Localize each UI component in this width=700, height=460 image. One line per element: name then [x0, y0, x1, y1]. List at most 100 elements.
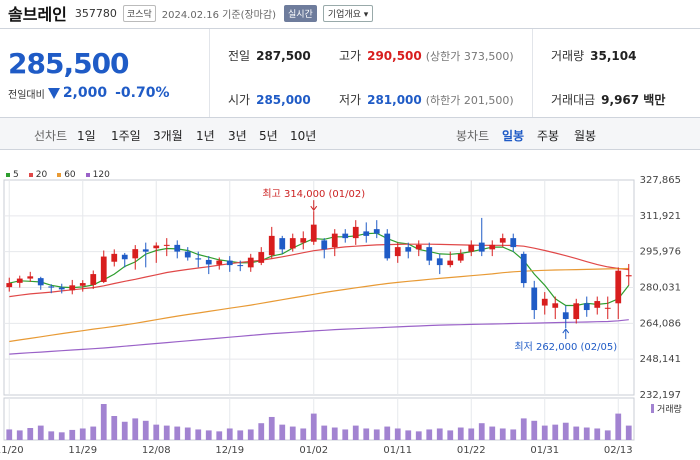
tab-daily[interactable]: 일봉 [502, 129, 525, 143]
candle-body [174, 244, 181, 252]
date-text: 2024.02.16 기준(장마감) [161, 9, 276, 21]
volume-bar [268, 416, 275, 440]
stock-name: 솔브레인 [8, 5, 67, 24]
legend-item-ma5: 5 [6, 170, 19, 180]
tab-period-1d[interactable]: 1일 [77, 129, 96, 143]
volume-legend-label: 거래량 [657, 405, 682, 415]
volume-plot-frame [3, 397, 635, 441]
x-tick-label: 01/02 [299, 445, 328, 456]
candle-body [90, 274, 97, 285]
x-tick-label: 11/20 [0, 445, 24, 456]
volume-bar [16, 430, 23, 440]
market-badge: 코스닥 [122, 4, 156, 22]
candle-body [436, 258, 443, 266]
candle-body [37, 278, 44, 286]
candle-body [79, 283, 86, 286]
volume-bar [531, 420, 538, 440]
volume-bar [226, 428, 233, 440]
volume-bar [373, 429, 380, 440]
volume-bar [415, 431, 422, 440]
volume-bar [48, 431, 55, 440]
volume-bar [258, 423, 265, 440]
realtime-button[interactable]: 실시간 [283, 4, 317, 22]
candle-body [415, 244, 422, 250]
candle-body [16, 278, 23, 283]
candle-body [426, 247, 433, 261]
candle-body [195, 258, 202, 260]
candle-body [300, 238, 307, 243]
volume-bar [279, 424, 286, 440]
legend-swatch [57, 173, 62, 177]
volume-legend: 거래량 [651, 402, 682, 415]
volume-bar [478, 423, 485, 440]
y-tick-label: 264,086 [640, 318, 681, 329]
volume-bar [552, 424, 559, 440]
volume-bar [615, 413, 622, 440]
legend-item-ma60: 60 [57, 170, 76, 180]
volume-bar [321, 425, 328, 440]
candle-body [331, 233, 338, 248]
tab-period-3y[interactable]: 3년 [228, 129, 247, 143]
company-info-dropdown[interactable]: 기업개요 ▾ [322, 4, 374, 22]
candle-body [604, 307, 611, 309]
chart-tabs: 선차트 1일 1주일 3개월 1년 3년 5년 10년 봉차트 일봉 주봉 월봉 [0, 118, 700, 150]
volume-bar [384, 426, 391, 440]
candle-body [394, 247, 401, 257]
volume-bar [310, 413, 317, 440]
y-tick-label: 280,031 [640, 283, 681, 294]
volume-bar [111, 416, 118, 440]
volume-bar [625, 425, 632, 440]
tab-period-3m[interactable]: 3개월 [153, 129, 183, 143]
candle-body [153, 245, 160, 249]
volume-bar [363, 428, 370, 440]
candle-body [457, 253, 464, 261]
candle-body [510, 238, 517, 248]
current-price: 285,500 [8, 47, 130, 80]
candle-body [69, 285, 76, 291]
volume-bar [300, 428, 307, 440]
volume-bar [352, 425, 359, 440]
stock-header: 솔브레인 357780 코스닥 2024.02.16 기준(장마감) 실시간 기… [0, 0, 700, 26]
volume-bar [573, 426, 580, 440]
volume-bar [457, 427, 464, 440]
candle-body [541, 298, 548, 306]
candle-body [625, 275, 632, 277]
candle-body [27, 276, 34, 279]
volume-bar [174, 426, 181, 440]
volume-bar [342, 429, 349, 440]
tab-period-1w[interactable]: 1주일 [111, 129, 141, 143]
candle-body [268, 235, 275, 256]
candle-body [184, 251, 191, 258]
volume-bar [594, 428, 601, 440]
candle-body [142, 249, 149, 252]
volume-bar [6, 429, 13, 440]
candle-body [583, 303, 590, 311]
volume-bar [163, 425, 170, 440]
tab-period-10y[interactable]: 10년 [290, 129, 317, 143]
candle-body [258, 252, 265, 263]
volume-bar [69, 429, 76, 440]
tab-period-5y[interactable]: 5년 [259, 129, 278, 143]
price-change: 전일대비 2,000 -0.70% [8, 85, 170, 101]
candle-body [373, 229, 380, 234]
tab-line-chart[interactable]: 선차트 [34, 129, 68, 143]
tab-monthly[interactable]: 월봉 [574, 129, 597, 143]
y-tick-label: 311,921 [640, 211, 681, 222]
volume-bar [237, 430, 244, 440]
tab-weekly[interactable]: 주봉 [537, 129, 560, 143]
volume-bar [468, 428, 475, 440]
candle-body [163, 244, 170, 246]
tab-period-1y[interactable]: 1년 [196, 129, 215, 143]
candle-body [247, 257, 254, 268]
day-low: 저가 281,000 (하한가 201,500) [339, 93, 514, 107]
volume-bar [58, 432, 65, 440]
tab-candle-chart[interactable]: 봉차트 [456, 129, 490, 143]
x-tick-label: 01/31 [530, 445, 559, 456]
open-price: 시가 285,000 [228, 93, 311, 107]
volume-bar [132, 418, 139, 440]
y-tick-label: 248,141 [640, 354, 681, 365]
candle-body [594, 301, 601, 308]
volume-bar [205, 430, 212, 440]
ma120-line [9, 319, 629, 355]
